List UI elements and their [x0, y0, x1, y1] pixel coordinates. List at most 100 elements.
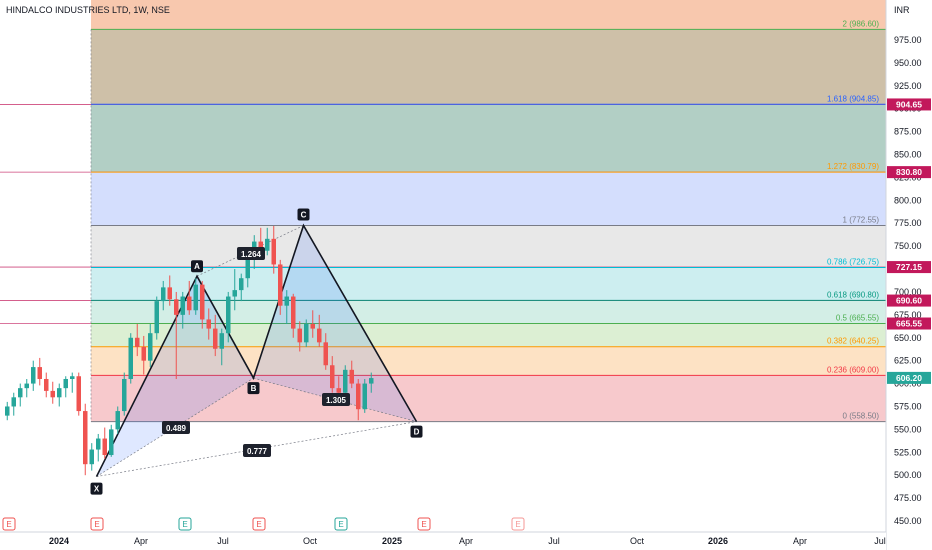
time-axis[interactable]: 2024 Apr Jul Oct 2025 Apr Jul Oct 2026 Apr Jul: [49, 536, 886, 546]
earnings-event[interactable]: E: [252, 517, 266, 531]
price-tick: 500.00: [894, 470, 922, 480]
candle-body: [213, 328, 218, 349]
earnings-event[interactable]: E: [417, 517, 431, 531]
fib-zone-0.236: [91, 346, 886, 376]
candle: [265, 227, 270, 256]
fib-level-label: 1 (772.55): [843, 215, 880, 224]
event-letter: E: [421, 520, 426, 529]
candle-body: [271, 238, 276, 265]
badge-bg: [887, 98, 931, 111]
candle-body: [96, 438, 101, 450]
candle-body: [180, 296, 185, 315]
time-tick: Oct: [303, 536, 318, 546]
candle-body: [206, 319, 211, 329]
fib-zone-top: [91, 0, 886, 30]
badge-value: 727.15: [896, 262, 922, 272]
fibonacci-fills: [91, 0, 886, 422]
event-letter: E: [94, 520, 99, 529]
time-tick: Oct: [630, 536, 645, 546]
fib-level-label: 0.786 (726.75): [827, 257, 879, 266]
candle: [50, 381, 55, 404]
badge-value: 690.60: [896, 296, 922, 306]
candle: [128, 333, 133, 384]
price-tick: 800.00: [894, 195, 922, 205]
fib-level-label: 1.272 (830.79): [827, 162, 879, 171]
candle: [135, 324, 140, 357]
candle-body: [154, 301, 159, 334]
fib-zone-0.786: [91, 225, 886, 268]
candle: [291, 293, 296, 338]
candle: [57, 383, 62, 407]
candle: [297, 321, 302, 352]
candle: [206, 308, 211, 340]
badge-bg: [887, 261, 931, 274]
price-tick: 625.00: [894, 356, 922, 366]
candle: [232, 269, 237, 311]
candle-body: [245, 259, 250, 279]
price-tick: 700.00: [894, 287, 922, 297]
point-badge: [410, 425, 423, 438]
pattern-point-d: D: [410, 425, 423, 438]
candle-body: [317, 328, 322, 343]
earnings-event[interactable]: E: [178, 517, 192, 531]
fib-zone-0.618: [91, 267, 886, 301]
point-letter: X: [94, 485, 100, 494]
event-badge: [178, 517, 192, 531]
point-letter: C: [301, 210, 307, 219]
candle: [362, 378, 367, 413]
candle: [310, 310, 315, 338]
time-tick: Jul: [548, 536, 560, 546]
earnings-event[interactable]: E: [511, 517, 525, 531]
candle-body: [128, 337, 133, 379]
price-tick: 525.00: [894, 447, 922, 457]
candle-body: [362, 383, 367, 410]
candle: [330, 356, 335, 393]
event-badge: [511, 517, 525, 531]
candle-body: [109, 429, 114, 456]
candle-body: [330, 365, 335, 389]
candle-body: [31, 367, 36, 384]
point-badge: [297, 208, 310, 221]
fib-level-label: 0.236 (609.00): [827, 365, 879, 374]
candle-body: [167, 287, 172, 300]
badge-bg: [887, 166, 931, 179]
candle: [5, 401, 10, 421]
bcd-triangle: [253, 225, 417, 422]
alert-price-badge: 665.55: [887, 317, 931, 330]
chart-title: HINDALCO INDUSTRIES LTD, 1W, NSE: [6, 5, 170, 15]
ratio-badge: [237, 247, 265, 260]
event-badge: [417, 517, 431, 531]
time-tick: 2025: [382, 536, 402, 546]
price-badges: 904.65 830.80 727.15 690.60 665.55 606.20: [887, 98, 931, 384]
candle: [37, 357, 42, 386]
candle: [24, 378, 29, 398]
candle-body: [148, 333, 153, 361]
candle: [141, 335, 146, 375]
event-letter: E: [515, 520, 520, 529]
candle: [343, 365, 348, 398]
price-tick: 475.00: [894, 493, 922, 503]
event-letter: E: [256, 520, 261, 529]
candle-body: [44, 378, 49, 391]
earnings-event[interactable]: E: [2, 517, 16, 531]
earnings-event[interactable]: E: [334, 517, 348, 531]
xabcd-legs[interactable]: [95, 223, 418, 477]
fib-level-label: 0.382 (640.25): [827, 337, 879, 346]
time-tick: Jul: [217, 536, 229, 546]
price-tick: 450.00: [894, 516, 922, 526]
price-tick: 550.00: [894, 424, 922, 434]
xab-triangle: [96, 276, 254, 477]
candle-body: [63, 378, 68, 389]
candle-body: [115, 411, 120, 430]
candle-body: [310, 324, 315, 329]
earnings-event[interactable]: E: [90, 517, 104, 531]
candle-body: [57, 388, 62, 398]
candle: [76, 372, 81, 416]
fib-level-label: 0 (558.50): [843, 412, 880, 421]
badge-value: 665.55: [896, 319, 922, 329]
fib-zone-0.5: [91, 300, 886, 324]
fib-zone-1: [91, 172, 886, 226]
time-tick: Apr: [134, 536, 148, 546]
